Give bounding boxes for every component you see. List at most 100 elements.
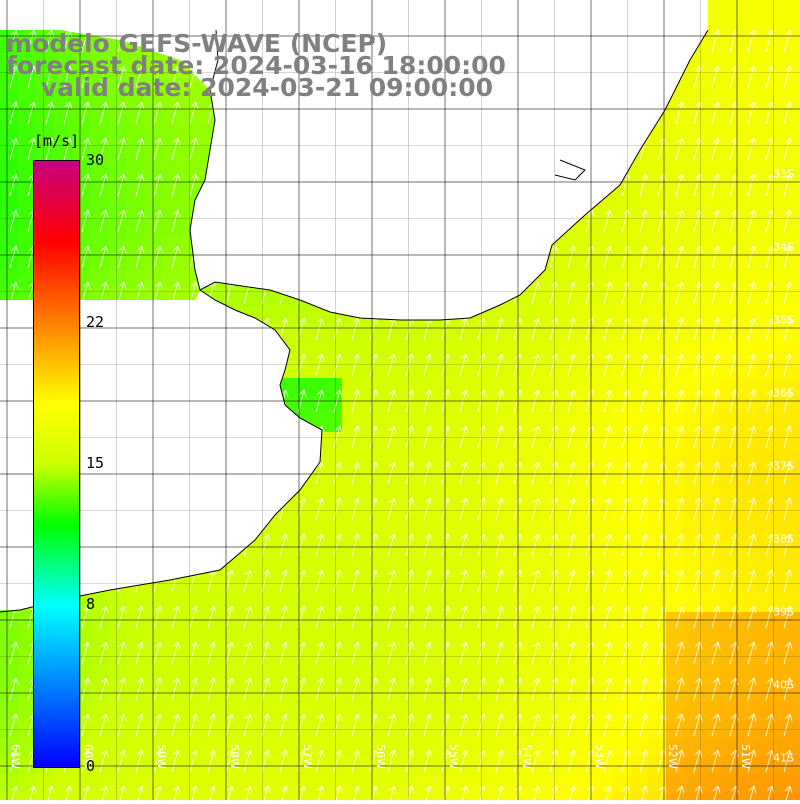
field-cell [450,594,468,612]
field-cell [342,576,360,594]
field-cell [468,702,486,720]
field-cell [306,576,324,594]
field-cell [468,756,486,774]
field-cell [468,342,486,360]
wind-arrow [747,641,757,665]
field-cell [504,396,522,414]
field-cell [0,198,18,216]
wind-arrow [783,137,793,161]
field-cell [648,756,666,774]
wind-arrow [279,317,289,341]
field-cell [288,342,306,360]
field-cell [666,792,684,804]
field-cell [18,234,36,252]
field-cell [540,774,558,792]
wind-arrow [27,65,37,89]
field-cell [738,342,756,360]
field-cell [378,504,396,522]
field-cell [270,702,288,720]
field-cell [738,612,756,630]
field-cell [108,756,126,774]
field-cell [684,396,702,414]
field-cell [720,360,738,378]
wind-arrow [261,569,271,593]
wind-arrow [765,569,775,593]
wind-arrow [693,317,703,341]
field-cell [594,414,612,432]
field-cell [162,702,180,720]
wind-arrow [333,713,343,737]
field-cell [684,126,702,144]
field-cell [360,738,378,756]
field-cell [756,378,774,396]
wind-arrow [621,353,631,377]
field-cell [288,540,306,558]
field-cell [612,270,630,288]
wind-arrow [675,281,685,305]
field-cell [486,558,504,576]
wind-arrow [693,65,703,89]
field-cell [180,270,198,288]
longitude-label: 57W [301,744,314,769]
field-cell [540,378,558,396]
field-cell [720,306,738,324]
wind-arrow [225,641,235,665]
longitude-label: 53W [593,744,606,769]
field-cell [540,666,558,684]
field-cell [306,540,324,558]
field-cell [756,594,774,612]
field-cell [774,144,792,162]
field-cell [342,432,360,450]
field-cell [288,522,306,540]
wind-arrow [315,641,325,665]
field-cell [450,630,468,648]
wind-arrow [225,677,235,701]
field-cell [540,288,558,306]
field-cell [252,288,270,306]
field-cell [522,792,540,804]
field-cell [522,666,540,684]
field-cell [540,342,558,360]
wind-arrow [693,461,703,485]
wind-arrow [117,137,127,161]
field-cell [54,126,72,144]
field-cell [450,324,468,342]
field-cell [792,792,800,804]
field-cell [306,594,324,612]
field-cell [702,504,720,522]
field-cell [270,522,288,540]
field-cell [648,468,666,486]
field-cell [702,720,720,738]
wind-arrow [765,245,775,269]
field-cell [90,774,108,792]
wind-arrow [675,749,685,773]
field-cell [468,360,486,378]
wind-arrow [675,533,685,557]
wind-arrow [315,461,325,485]
wind-arrow [783,533,793,557]
field-cell [252,558,270,576]
field-cell [360,774,378,792]
wind-arrow [171,713,181,737]
field-cell [180,612,198,630]
wind-arrow [549,281,559,305]
wind-arrow [387,461,397,485]
wind-arrow [243,749,253,773]
latitude-label: 41S [773,751,794,765]
wind-arrow [226,785,235,804]
field-cell [198,720,216,738]
field-cell [504,612,522,630]
field-cell [576,666,594,684]
field-cell [414,486,432,504]
field-cell [594,468,612,486]
field-cell [792,126,800,144]
field-cell [414,630,432,648]
wind-arrow [603,245,613,269]
field-cell [738,486,756,504]
wind-arrow [621,245,631,269]
field-cell [792,414,800,432]
wind-arrow [27,137,37,161]
wind-arrow [495,641,505,665]
wind-arrow [747,281,757,305]
field-cell [774,306,792,324]
